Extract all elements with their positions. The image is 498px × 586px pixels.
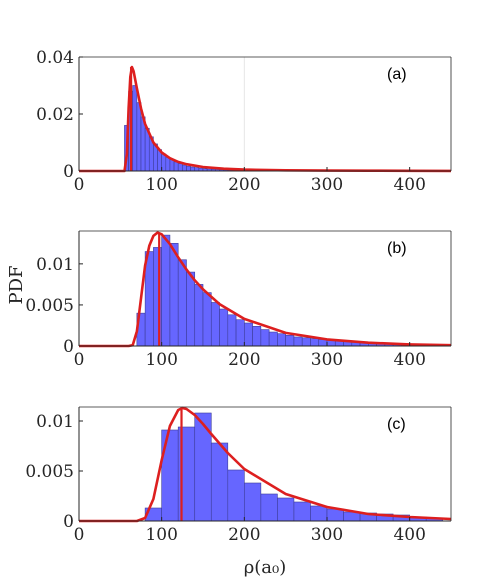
histogram-bar <box>186 271 196 347</box>
y-tick-label: 0.04 <box>36 48 74 68</box>
histogram-bar <box>293 501 311 522</box>
x-tick-label: 0 <box>74 525 85 545</box>
panel-a: 0 100 200 300 400 0 0.02 0.04 (a) <box>36 48 452 195</box>
histogram-bar <box>169 243 179 347</box>
histogram-bar <box>177 259 187 347</box>
histogram-bar <box>244 482 262 522</box>
histogram-bar <box>277 333 286 347</box>
x-tick-label: 300 <box>311 350 343 370</box>
histogram-bar <box>190 166 196 172</box>
x-tick-label: 200 <box>228 525 260 545</box>
histogram-bar <box>132 85 138 172</box>
histogram-bar <box>177 163 183 172</box>
y-tick-label: 0.01 <box>36 412 74 432</box>
histogram-bar <box>202 292 212 347</box>
histogram-bar <box>194 284 204 347</box>
histogram-bar <box>310 338 320 347</box>
y-tick-label: 0.02 <box>36 105 74 125</box>
histogram-bar <box>293 336 303 347</box>
panel-b: 0 100 200 300 400 0 0.005 0.01 (b) <box>25 230 452 370</box>
histogram-bar <box>165 157 171 172</box>
x-tick-label: 400 <box>393 175 425 195</box>
y-tick-label: 0.005 <box>25 296 74 316</box>
y-tick-label: 0.01 <box>36 255 74 275</box>
panel-label: (a) <box>387 66 407 83</box>
y-tick-label: 0 <box>63 512 74 532</box>
histogram-bar <box>136 102 142 172</box>
x-tick-label: 100 <box>145 525 177 545</box>
histogram-bar <box>244 322 253 347</box>
histogram-bar <box>210 302 220 347</box>
y-axis-label: PDF <box>6 265 27 304</box>
histogram-bar <box>260 329 270 347</box>
y-tick-label: 0.005 <box>25 462 74 482</box>
histogram-bar <box>161 429 179 522</box>
histogram-bar <box>277 497 295 522</box>
histogram-bar <box>235 319 245 347</box>
histogram-bar <box>219 308 229 347</box>
histogram-bar <box>173 161 179 172</box>
histogram-bar <box>186 165 191 172</box>
x-tick-label: 200 <box>228 175 260 195</box>
x-tick-label: 100 <box>145 350 177 370</box>
panel-label: (b) <box>387 240 407 257</box>
histogram-bar <box>285 335 295 347</box>
x-tick-label: 0 <box>74 175 85 195</box>
x-tick-label: 400 <box>393 350 425 370</box>
y-tick-label: 0 <box>63 337 74 357</box>
histogram-bar <box>210 442 229 522</box>
fit-curve <box>79 231 452 348</box>
panel-label: (c) <box>387 416 406 433</box>
panel-c: 0 100 200 300 400 0 0.005 0.01 (c) <box>25 406 452 545</box>
histogram-bar <box>260 493 278 522</box>
histogram-bar <box>326 508 344 522</box>
histogram-bar <box>301 337 311 347</box>
x-tick-label: 300 <box>311 525 343 545</box>
histogram-bar <box>227 469 245 522</box>
y-tick-label: 0 <box>63 162 74 182</box>
histogram-bar <box>227 314 237 347</box>
histogram-bar <box>268 331 278 347</box>
histogram-bar <box>182 164 187 172</box>
fit-curve <box>79 65 452 173</box>
x-tick-label: 100 <box>145 175 177 195</box>
fit-curve <box>79 406 452 523</box>
histogram-bar <box>252 325 262 347</box>
x-tick-label: 0 <box>74 350 85 370</box>
x-tick-label: 200 <box>228 350 260 370</box>
histogram-bar <box>310 505 328 522</box>
histogram-bar <box>153 247 162 347</box>
histogram-bar <box>194 167 200 172</box>
x-tick-label: 400 <box>393 525 425 545</box>
histogram-bar <box>169 159 175 172</box>
histogram-bar <box>161 234 171 347</box>
x-tick-label: 300 <box>311 175 343 195</box>
x-axis-label: ρ(a₀) <box>244 557 287 578</box>
